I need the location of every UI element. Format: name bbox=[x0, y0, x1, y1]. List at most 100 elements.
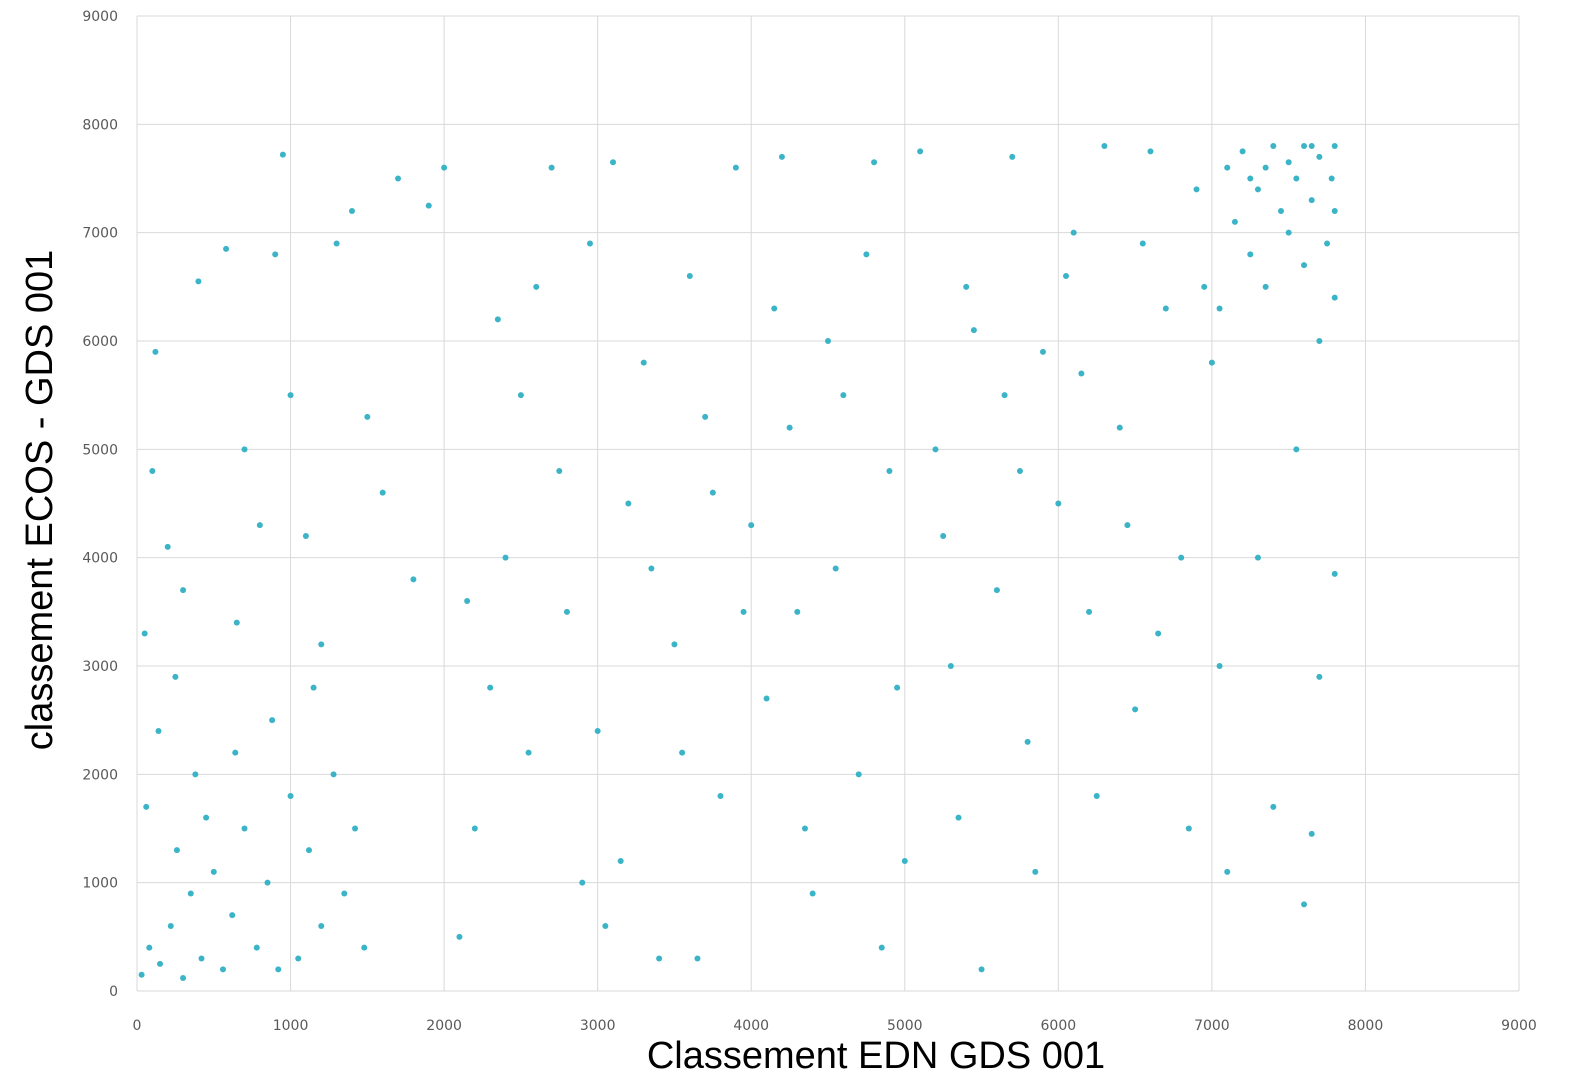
point bbox=[1331, 570, 1338, 577]
point bbox=[275, 966, 282, 973]
point bbox=[871, 159, 878, 166]
point bbox=[1101, 143, 1108, 149]
y-tick-label: 4000 bbox=[82, 551, 118, 567]
x-tick-label: 3000 bbox=[580, 1018, 616, 1034]
point bbox=[801, 825, 808, 832]
point bbox=[970, 327, 977, 334]
y-axis-title: classement ECOS - GDS 001 bbox=[19, 250, 61, 751]
x-tick-label: 5000 bbox=[887, 1018, 923, 1034]
point bbox=[556, 468, 563, 474]
point bbox=[1324, 240, 1331, 247]
point bbox=[1016, 468, 1023, 474]
point bbox=[702, 413, 709, 420]
point bbox=[1331, 294, 1338, 301]
point bbox=[1293, 446, 1300, 453]
point bbox=[1293, 175, 1300, 182]
point bbox=[210, 868, 217, 875]
point bbox=[1231, 218, 1238, 225]
point bbox=[272, 251, 279, 258]
point bbox=[253, 944, 260, 951]
x-tick-label: 2000 bbox=[426, 1018, 462, 1034]
point bbox=[947, 663, 954, 669]
point bbox=[740, 608, 747, 615]
point bbox=[1162, 305, 1169, 312]
point bbox=[341, 890, 348, 897]
point bbox=[149, 468, 156, 474]
point bbox=[287, 392, 294, 399]
point bbox=[241, 446, 248, 453]
point bbox=[223, 245, 230, 252]
point bbox=[1301, 143, 1308, 149]
point bbox=[279, 151, 286, 158]
point bbox=[548, 164, 555, 171]
point bbox=[886, 468, 893, 474]
point bbox=[1285, 159, 1292, 166]
point bbox=[1301, 262, 1308, 269]
point bbox=[464, 598, 471, 604]
point bbox=[978, 966, 985, 973]
point bbox=[487, 684, 494, 691]
y-tick-label: 8000 bbox=[82, 117, 118, 133]
point bbox=[195, 278, 202, 285]
point bbox=[1185, 825, 1192, 832]
point bbox=[525, 749, 532, 756]
point bbox=[648, 565, 655, 572]
point bbox=[1277, 208, 1284, 214]
point bbox=[1063, 273, 1070, 279]
point bbox=[894, 684, 901, 691]
point bbox=[786, 424, 793, 431]
point bbox=[533, 283, 540, 290]
point bbox=[456, 933, 463, 940]
point bbox=[425, 202, 432, 209]
point bbox=[264, 879, 271, 886]
point bbox=[305, 847, 312, 854]
point bbox=[164, 543, 171, 550]
point bbox=[1239, 148, 1246, 155]
x-axis-title: Classement EDN GDS 001 bbox=[647, 1035, 1105, 1077]
point bbox=[138, 971, 145, 978]
point bbox=[878, 944, 885, 951]
x-tick-label: 8000 bbox=[1348, 1018, 1384, 1034]
point bbox=[141, 630, 148, 637]
point bbox=[1078, 370, 1085, 377]
point bbox=[1224, 164, 1231, 171]
point bbox=[502, 554, 509, 561]
point bbox=[1001, 392, 1008, 399]
point bbox=[763, 695, 770, 702]
point bbox=[1247, 175, 1254, 182]
point bbox=[395, 175, 402, 182]
point bbox=[1301, 901, 1308, 908]
point bbox=[318, 923, 325, 929]
point bbox=[187, 890, 194, 897]
point bbox=[1024, 738, 1031, 745]
point bbox=[1254, 554, 1261, 561]
point bbox=[656, 955, 663, 962]
point bbox=[167, 923, 174, 929]
point bbox=[198, 955, 205, 962]
point bbox=[364, 413, 371, 420]
point bbox=[1132, 706, 1139, 713]
y-tick-label: 9000 bbox=[82, 9, 118, 25]
y-tick-label: 3000 bbox=[82, 659, 118, 675]
point bbox=[1308, 143, 1315, 149]
point bbox=[146, 944, 153, 951]
point bbox=[610, 159, 617, 166]
point bbox=[410, 576, 417, 583]
point bbox=[594, 728, 601, 734]
point bbox=[1328, 175, 1335, 182]
point bbox=[863, 251, 870, 258]
point bbox=[940, 533, 947, 539]
point bbox=[679, 749, 686, 756]
point bbox=[1247, 251, 1254, 258]
point bbox=[241, 825, 248, 832]
y-tick-label: 6000 bbox=[82, 334, 118, 350]
point bbox=[732, 164, 739, 171]
point bbox=[1086, 608, 1093, 615]
point bbox=[232, 749, 239, 756]
point bbox=[180, 975, 187, 981]
point bbox=[617, 858, 624, 864]
point bbox=[1316, 153, 1323, 160]
point bbox=[1039, 348, 1046, 355]
y-tick-label: 0 bbox=[109, 984, 118, 1000]
